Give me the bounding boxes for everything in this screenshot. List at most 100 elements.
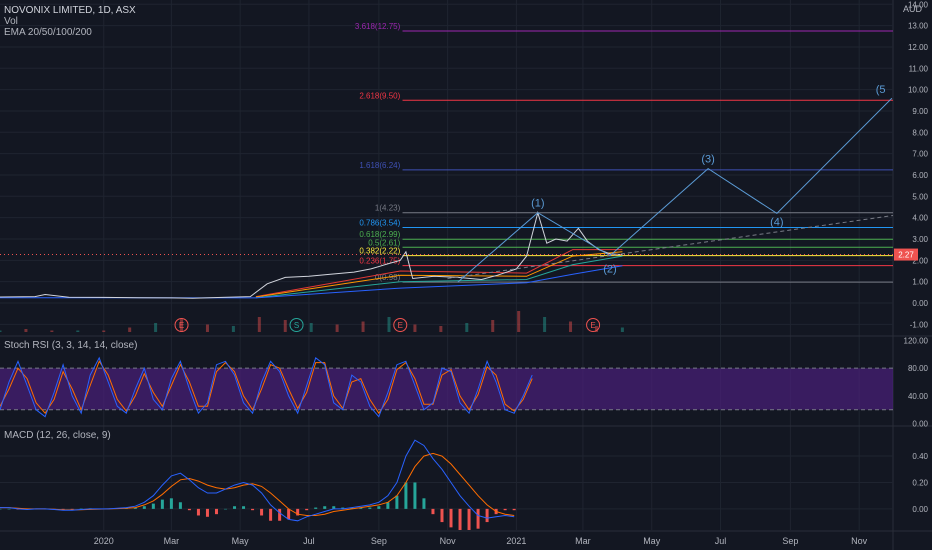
fib-level-label: 1.618(6.24): [359, 161, 400, 170]
macd-histogram-bar: [242, 506, 246, 509]
rsi-band-fill: [0, 368, 893, 410]
y-tick-label: 14.00: [908, 0, 929, 9]
macd-histogram-bar: [350, 507, 354, 509]
macd-histogram-bar: [7, 508, 11, 510]
volume-bar: [439, 326, 443, 332]
y-tick-label: 9.00: [912, 107, 928, 116]
wave-label: (3): [701, 154, 714, 166]
macd-histogram-bar: [305, 508, 309, 511]
y-tick-label: 7.00: [912, 150, 928, 159]
macd-histogram-bar: [404, 482, 408, 509]
x-tick-label: Jul: [715, 536, 727, 546]
macd-histogram-bar: [278, 508, 282, 521]
y-tick-label: 13.00: [908, 22, 929, 31]
stoch-rsi-d-line: [0, 360, 533, 415]
macd-histogram-bar: [233, 506, 237, 509]
macd-histogram-bar: [485, 508, 489, 523]
rsi-y-tick-label: 40.00: [908, 392, 929, 401]
volume-bar: [50, 330, 54, 332]
volume-bar: [205, 324, 209, 332]
fib-level-label: 0.236(1.75): [359, 257, 400, 266]
macd-histogram-bar: [169, 498, 173, 509]
x-tick-label: Mar: [164, 536, 180, 546]
y-tick-label: 4.00: [912, 214, 928, 223]
event-marker-label: E: [179, 321, 184, 330]
wave-label: (4): [770, 216, 783, 228]
volume-bar: [128, 327, 132, 332]
macd-histogram-bar: [413, 482, 417, 509]
volume-bar: [569, 321, 573, 332]
y-tick-label: 8.00: [912, 128, 928, 137]
macd-histogram-bar: [196, 508, 200, 516]
y-tick-label: 6.00: [912, 171, 928, 180]
macd-histogram-bar: [133, 507, 137, 509]
volume-bar: [620, 327, 624, 332]
stoch-rsi-title: Stoch RSI (3, 3, 14, 14, close): [4, 340, 138, 351]
volume-bar: [517, 311, 521, 332]
macd-histogram-bar: [431, 508, 435, 515]
fib-level-label: 2.618(9.50): [359, 91, 400, 100]
volume-bar: [543, 317, 547, 332]
x-tick-label: Sep: [782, 536, 798, 546]
x-tick-label: Jul: [303, 536, 315, 546]
last-price-tag: [894, 248, 918, 261]
macd-y-tick-label: 0.20: [912, 478, 928, 487]
volume-bar: [0, 330, 2, 332]
ema-100-line: [255, 255, 623, 299]
fib-level-label: 3.618(12.75): [355, 22, 401, 31]
macd-histogram-bar: [205, 508, 209, 517]
rsi-y-tick-label: 120.00: [904, 336, 929, 345]
y-tick-label: -1.00: [910, 320, 929, 329]
x-tick-label: Sep: [371, 536, 387, 546]
x-tick-label: May: [232, 536, 250, 546]
volume-bar: [24, 329, 28, 332]
volume-bar: [102, 330, 106, 332]
wave-label: (1): [531, 198, 544, 210]
volume-bar: [361, 321, 365, 332]
volume-bar: [283, 320, 287, 332]
macd-histogram-bar: [440, 508, 444, 523]
macd-histogram-bar: [287, 508, 291, 520]
macd-histogram-bar: [79, 508, 83, 510]
x-tick-label: 2021: [506, 536, 526, 546]
event-marker: [586, 318, 601, 332]
fib-level-label: 1(4.23): [375, 204, 401, 213]
x-tick-label: Nov: [440, 536, 457, 546]
trend-line: [447, 215, 894, 279]
macd-histogram-bar: [503, 508, 507, 511]
volume-bar: [154, 323, 158, 332]
x-tick-label: 2020: [94, 536, 114, 546]
rsi-y-tick-label: 80.00: [908, 364, 929, 373]
last-price-label: 2.27: [898, 251, 914, 260]
stoch-rsi-k-line: [0, 356, 533, 418]
macd-title: MACD (12, 26, close, 9): [4, 430, 111, 441]
chart-title: NOVONIX LIMITED, 1D, ASX: [4, 5, 136, 16]
macd-histogram-bar: [160, 499, 164, 509]
macd-histogram-bar: [178, 502, 182, 509]
y-tick-label: 2.00: [912, 256, 928, 265]
ema-20-line: [255, 249, 623, 298]
volume-bar: [491, 320, 495, 332]
x-tick-label: May: [643, 536, 661, 546]
y-tick-label: 1.00: [912, 278, 928, 287]
macd-histogram-bar: [323, 506, 327, 509]
macd-histogram-bar: [467, 508, 471, 530]
y-tick-label: 12.00: [908, 43, 929, 52]
volume-bar: [465, 323, 469, 332]
event-marker: [393, 318, 408, 332]
y-tick-label: 3.00: [912, 235, 928, 244]
macd-y-tick-label: 0.00: [912, 505, 928, 514]
macd-histogram-bar: [512, 508, 516, 511]
macd-histogram-bar: [61, 508, 65, 510]
volume-bar: [387, 317, 391, 332]
wave-label: (2): [603, 263, 616, 275]
volume-bar: [180, 318, 184, 332]
volume-indicator-label: Vol: [4, 16, 18, 27]
macd-histogram-bar: [151, 503, 155, 509]
fib-level-label: 0.382(2.22): [359, 247, 400, 256]
currency-label: AUD: [903, 4, 923, 14]
y-tick-label: 5.00: [912, 192, 928, 201]
event-marker: [289, 318, 304, 332]
x-tick-label: Mar: [575, 536, 591, 546]
